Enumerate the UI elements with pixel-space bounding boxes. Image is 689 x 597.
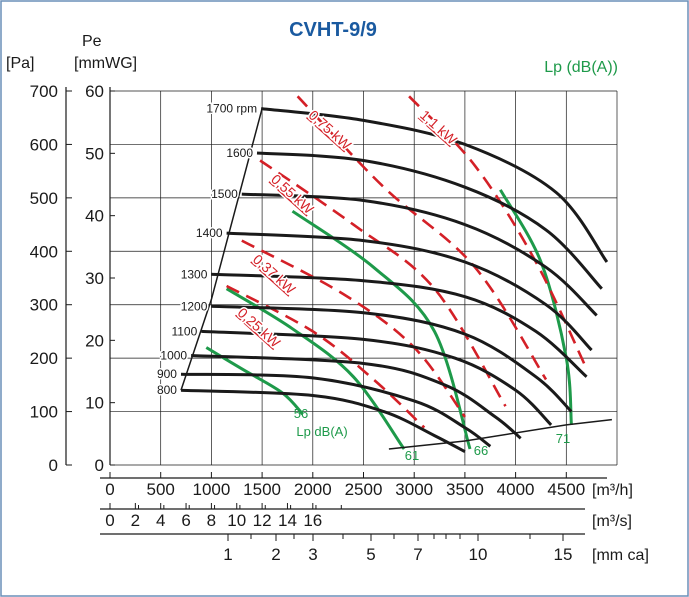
speed-curve <box>201 329 553 426</box>
m3h-tick-label: 2500 <box>345 480 383 499</box>
speed-label: 1700 rpm <box>206 102 257 116</box>
m3h-tick-label: 500 <box>147 480 175 499</box>
speed-curve <box>180 388 466 453</box>
noise-value-label: 71 <box>556 431 570 446</box>
pressure-header: Pe <box>82 33 102 50</box>
power-curve <box>259 159 507 407</box>
mmwg-tick-label: 20 <box>85 331 104 350</box>
m3h-tick-label: 1500 <box>243 480 281 499</box>
mmca-unit-label: [mm ca] <box>592 547 649 564</box>
m3s-unit-label: [m³/s] <box>592 513 632 530</box>
mmwg-tick-label: 30 <box>85 269 104 288</box>
noise-curve-71 <box>499 189 573 426</box>
noise-value-label: 66 <box>474 443 488 458</box>
chart-title: CVHT-9/9 <box>289 19 377 41</box>
m3h-tick-label: 3500 <box>446 480 484 499</box>
speed-curve <box>180 372 492 448</box>
boundary-peak <box>180 108 263 391</box>
m3s-tick-label: 4 <box>156 511 165 530</box>
speed-label: 1100 <box>171 324 197 338</box>
speed-label: 1300 <box>181 267 208 281</box>
speed-curve <box>211 272 588 378</box>
mmwg-tick-label: 40 <box>85 207 104 226</box>
mmca-tick-label: 10 <box>469 545 488 564</box>
pa-tick-label: 0 <box>49 456 58 475</box>
power-curve <box>225 284 426 429</box>
m3h-tick-label: 1000 <box>192 480 230 499</box>
m3s-tick-label: 10 <box>227 511 246 530</box>
speed-label: 1200 <box>181 299 208 313</box>
mmwg-tick-label: 60 <box>85 82 104 101</box>
speed-label: 1400 <box>196 226 223 240</box>
pa-tick-label: 700 <box>30 82 58 101</box>
mmwg-tick-label: 0 <box>95 456 104 475</box>
m3h-unit-label: [m³/h] <box>592 482 633 499</box>
mmwg-unit-label: [mmWG] <box>74 55 137 72</box>
speed-label: 1500 <box>211 187 238 201</box>
m3s-tick-label: 0 <box>105 511 114 530</box>
power-curve <box>296 95 548 381</box>
speed-label: 800 <box>157 383 177 397</box>
m3s-tick-label: 14 <box>278 511 297 530</box>
mmwg-tick-label: 50 <box>85 144 104 163</box>
m3h-tick-label: 4000 <box>497 480 535 499</box>
pa-tick-label: 100 <box>30 403 58 422</box>
m3s-tick-label: 16 <box>303 511 322 530</box>
m3h-tick-label: 2000 <box>294 480 332 499</box>
speed-curve <box>191 354 522 440</box>
speed-curves <box>180 107 609 453</box>
mmca-tick-label: 1 <box>223 545 232 564</box>
m3h-tick-label: 0 <box>105 480 114 499</box>
m3h-tick-label: 3000 <box>395 480 433 499</box>
m3s-tick-label: 12 <box>253 511 272 530</box>
noise-value-label: 61 <box>405 448 419 463</box>
m3s-tick-label: 8 <box>207 511 216 530</box>
m3s-tick-label: 6 <box>181 511 190 530</box>
lp-side-label: Lp dB(A) <box>296 424 347 439</box>
pa-tick-label: 400 <box>30 242 58 261</box>
speed-curve <box>260 107 609 263</box>
speed-curve <box>226 231 593 352</box>
lp-series-label: Lp (dB(A)) <box>544 59 618 76</box>
pa-tick-label: 300 <box>30 296 58 315</box>
pa-tick-label: 200 <box>30 349 58 368</box>
mmca-tick-label: 15 <box>554 545 573 564</box>
boundary-low <box>388 418 612 450</box>
speed-label: 900 <box>157 367 177 381</box>
m3s-tick-label: 2 <box>131 511 140 530</box>
mmca-tick-label: 5 <box>366 545 375 564</box>
mmca-tick-label: 7 <box>413 545 422 564</box>
mmca-tick-label: 2 <box>271 545 280 564</box>
speed-curve <box>256 151 603 290</box>
speed-curve <box>211 304 573 413</box>
speed-label: 1000 <box>160 348 187 362</box>
pa-tick-label: 500 <box>30 189 58 208</box>
mmwg-tick-label: 10 <box>85 394 104 413</box>
m3h-tick-label: 4500 <box>547 480 585 499</box>
pa-unit-label: [Pa] <box>6 55 34 72</box>
boundary-curves <box>180 108 612 450</box>
noise-value-label: 56 <box>294 406 308 421</box>
speed-curve <box>241 192 598 317</box>
mmca-tick-label: 3 <box>308 545 317 564</box>
speed-label: 1600 <box>226 146 253 160</box>
pa-tick-label: 600 <box>30 135 58 154</box>
